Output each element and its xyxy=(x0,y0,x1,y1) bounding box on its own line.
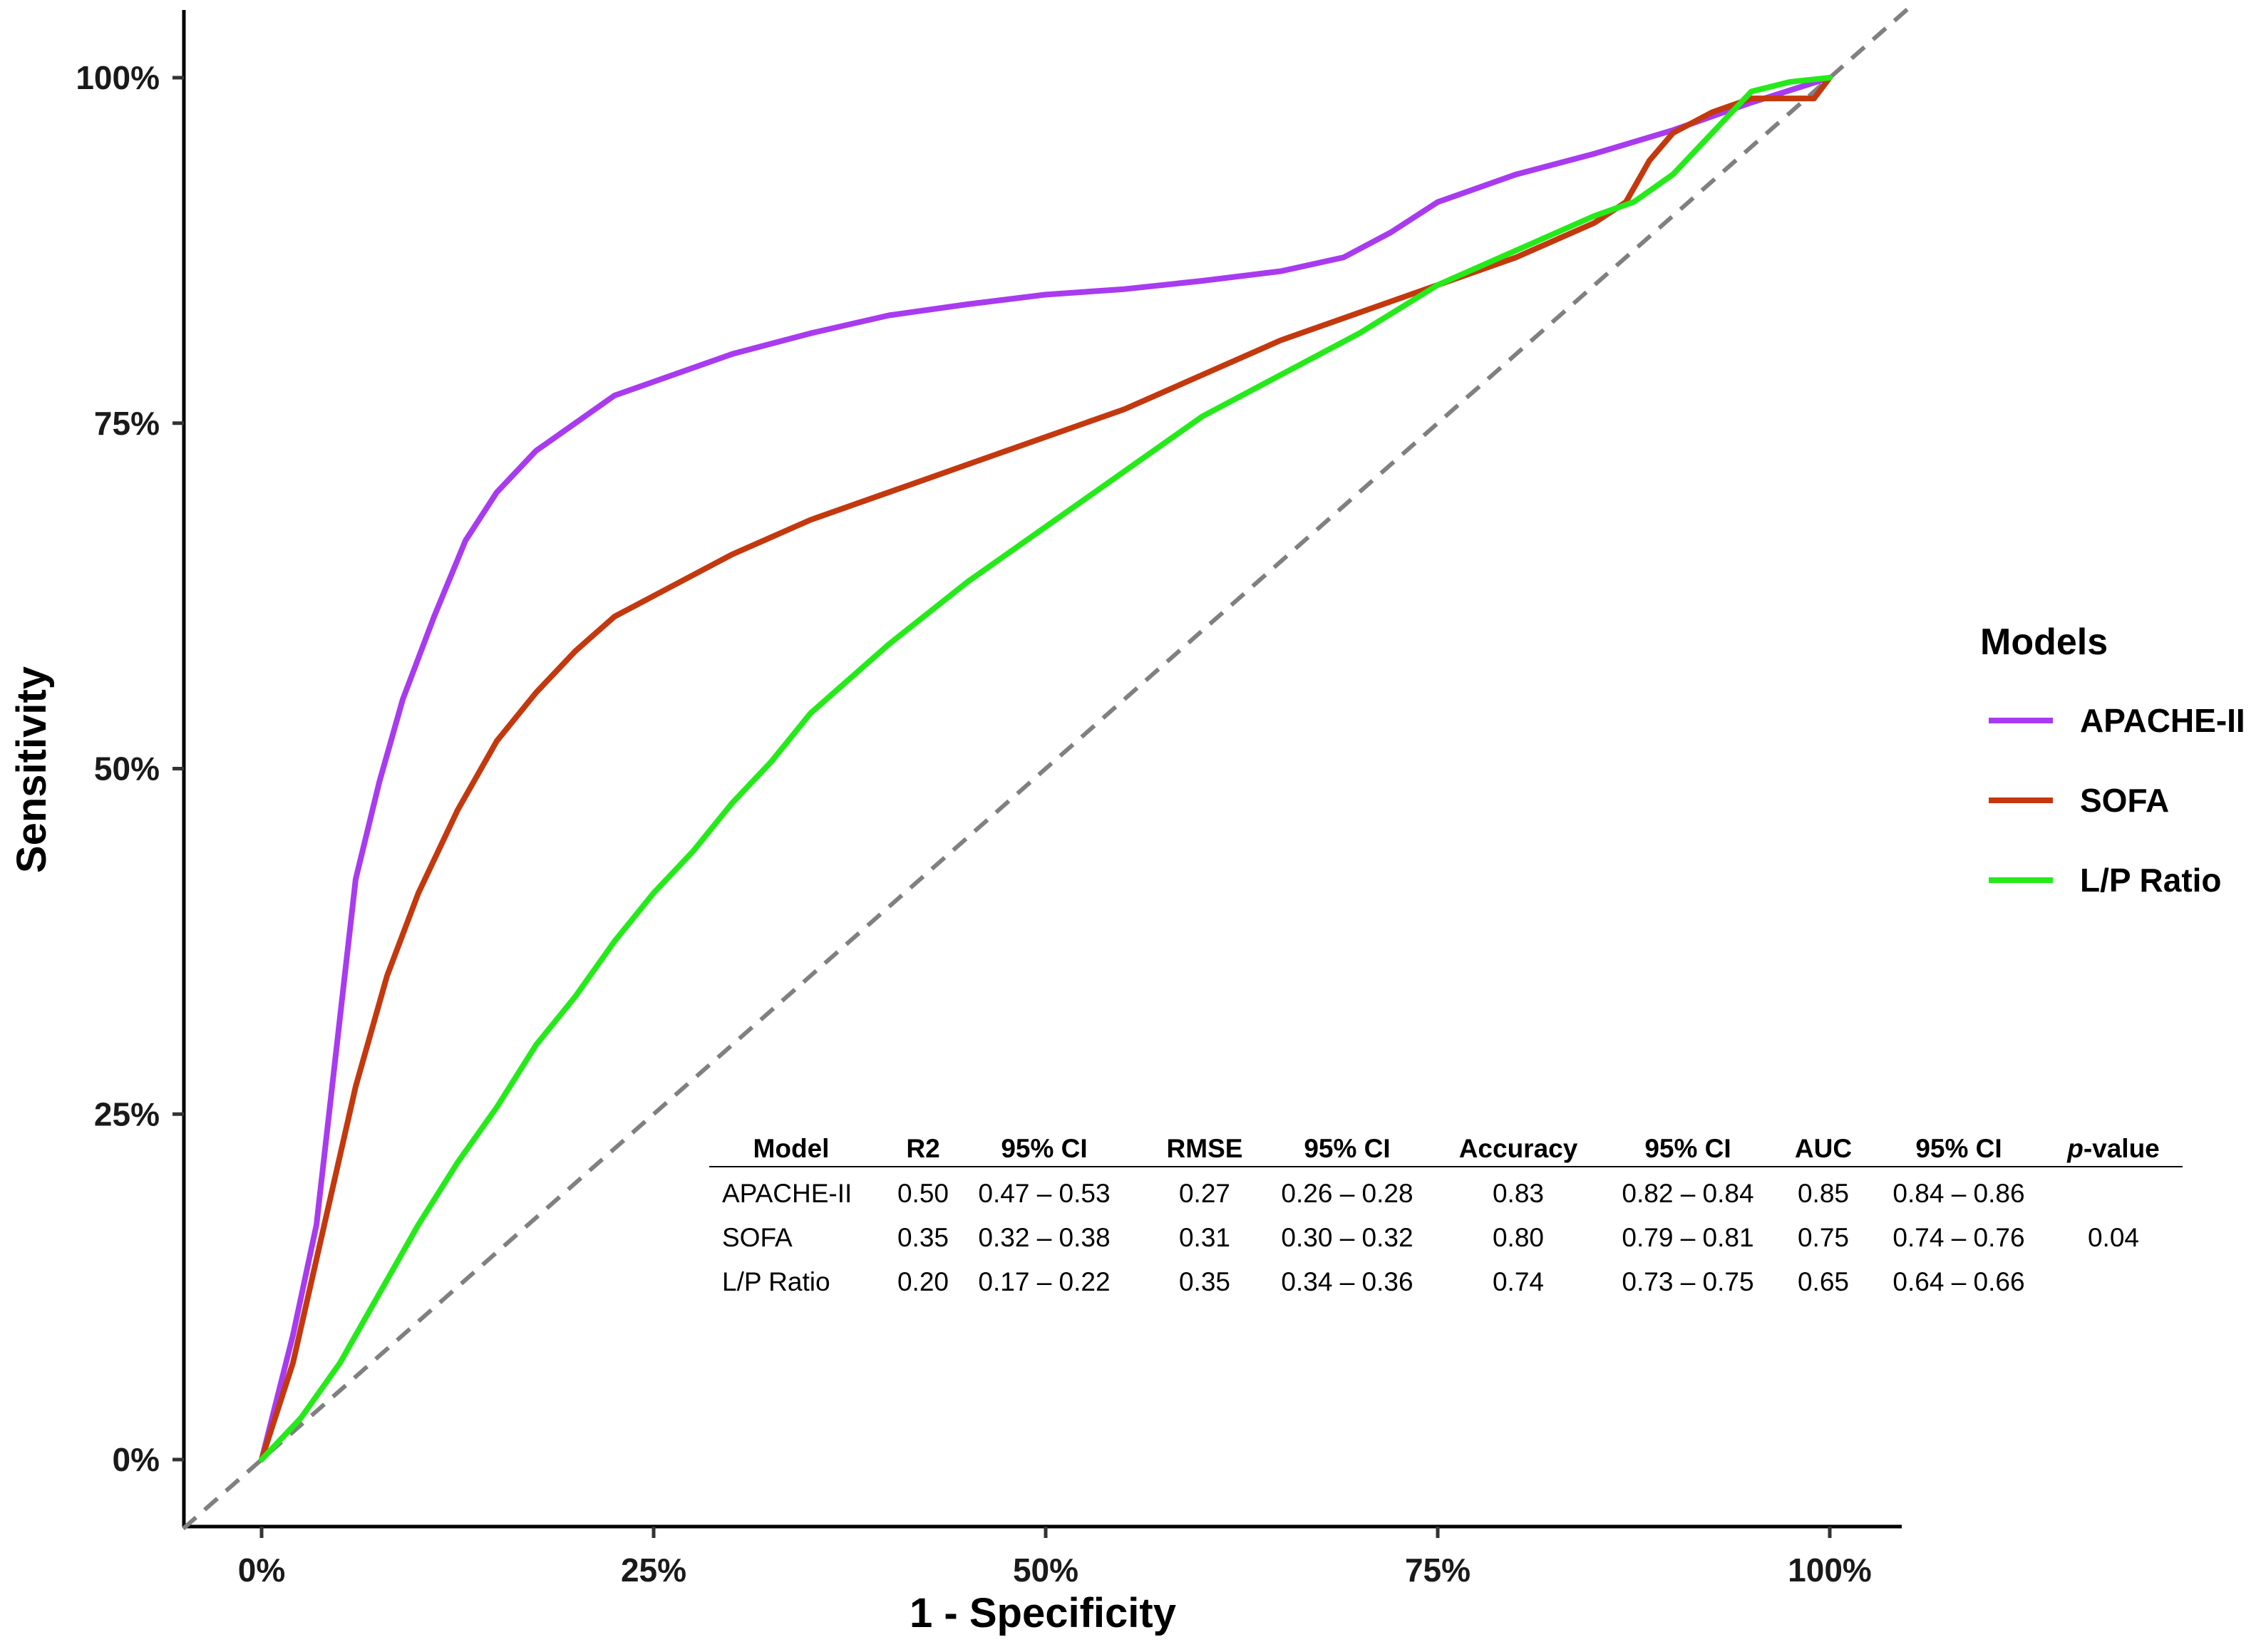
table-cell: 0.26 – 0.28 xyxy=(1281,1179,1413,1208)
table-cell: 0.27 xyxy=(1179,1179,1230,1208)
table-cell: 0.82 – 0.84 xyxy=(1622,1179,1753,1208)
table-cell: 0.47 – 0.53 xyxy=(978,1179,1110,1208)
table-cell: 0.85 xyxy=(1798,1179,1849,1208)
table-header-cell: 95% CI xyxy=(1304,1134,1390,1163)
table-body: APACHE-II 0.50 0.47 – 0.53 0.27 0.26 – 0.28 0… xyxy=(722,1179,2025,1296)
x-tick-label: 50% xyxy=(1013,1552,1078,1589)
table-header: Model R2 95% CI RMSE 95% CI Accuracy 95% CI AUC… xyxy=(753,1134,2160,1163)
table-cell: 0.84 – 0.86 xyxy=(1892,1179,2024,1208)
table-cell: 0.31 xyxy=(1179,1223,1230,1252)
table-cell: 0.65 xyxy=(1798,1267,1849,1296)
legend-label-sofa: SOFA xyxy=(2080,782,2169,819)
series-line-l-p-ratio xyxy=(259,75,1833,1462)
table-header-cell: 95% CI xyxy=(1001,1134,1087,1163)
table-cell: 0.35 xyxy=(897,1223,949,1252)
y-tick-label: 50% xyxy=(94,750,160,788)
legend-title: Models xyxy=(1980,621,2108,663)
table-cell: 0.64 – 0.66 xyxy=(1892,1267,2024,1296)
y-axis-ticks: 0% 25% 50% 75% 100% xyxy=(76,59,184,1478)
table-cell: 0.80 xyxy=(1493,1223,1544,1252)
table-header-cell: RMSE xyxy=(1167,1134,1243,1163)
table-cell: APACHE-II xyxy=(722,1179,852,1208)
table-cell: SOFA xyxy=(722,1223,793,1252)
table-header-cell: R2 xyxy=(906,1134,939,1163)
roc-series xyxy=(259,75,1833,1462)
stats-table: Model R2 95% CI RMSE 95% CI Accuracy 95% CI AUC… xyxy=(709,1134,2183,1296)
table-header-cell: Accuracy xyxy=(1459,1134,1578,1163)
series-line-apache-ii xyxy=(259,75,1833,1462)
table-cell: 0.20 xyxy=(897,1267,949,1296)
x-tick-label: 100% xyxy=(1788,1552,1872,1589)
table-header-cell: Model xyxy=(753,1134,830,1163)
legend-label-l-p-ratio: L/P Ratio xyxy=(2080,862,2222,899)
y-axis-title: Sensitivity xyxy=(9,666,55,873)
table-cell: 0.17 – 0.22 xyxy=(978,1267,1110,1296)
legend-items: APACHE-II SOFA L/P Ratio xyxy=(1989,702,2245,899)
table-cell: 0.35 xyxy=(1179,1267,1230,1296)
table-header-cell: AUC xyxy=(1795,1134,1852,1163)
reference-diagonal xyxy=(182,6,1910,1531)
table-cell: 0.30 – 0.32 xyxy=(1281,1223,1413,1252)
y-tick-label: 100% xyxy=(76,59,160,96)
legend: Models APACHE-II SOFA L/P Ratio xyxy=(1980,621,2245,899)
y-tick-label: 0% xyxy=(113,1441,160,1478)
table-cell: 0.74 – 0.76 xyxy=(1892,1223,2024,1252)
x-axis-title: 1 - Specificity xyxy=(910,1590,1176,1636)
series-line-sofa xyxy=(259,75,1833,1462)
table-cell: 0.75 xyxy=(1798,1223,1849,1252)
legend-label-apache-ii: APACHE-II xyxy=(2080,702,2245,739)
x-tick-label: 25% xyxy=(621,1552,686,1589)
table-cell: 0.74 xyxy=(1493,1267,1544,1296)
table-cell: L/P Ratio xyxy=(722,1267,830,1296)
table-header-cell: 95% CI xyxy=(1644,1134,1731,1163)
y-tick-label: 75% xyxy=(94,405,160,442)
table-cell: 0.79 – 0.81 xyxy=(1622,1223,1753,1252)
p-value-cell: 0.04 xyxy=(2088,1223,2139,1252)
table-header-cell: 95% CI xyxy=(1915,1134,2002,1163)
x-tick-label: 75% xyxy=(1405,1552,1471,1589)
table-cell: 0.32 – 0.38 xyxy=(978,1223,1110,1252)
table-cell: 0.73 – 0.75 xyxy=(1622,1267,1753,1296)
x-tick-label: 0% xyxy=(238,1552,285,1589)
table-cell: 0.50 xyxy=(897,1179,949,1208)
table-header-cell: p-value xyxy=(2066,1134,2160,1163)
y-tick-label: 25% xyxy=(94,1095,160,1132)
x-axis-ticks: 0% 25% 50% 75% 100% xyxy=(238,1527,1872,1589)
table-cell: 0.83 xyxy=(1493,1179,1544,1208)
table-cell: 0.34 – 0.36 xyxy=(1281,1267,1413,1296)
